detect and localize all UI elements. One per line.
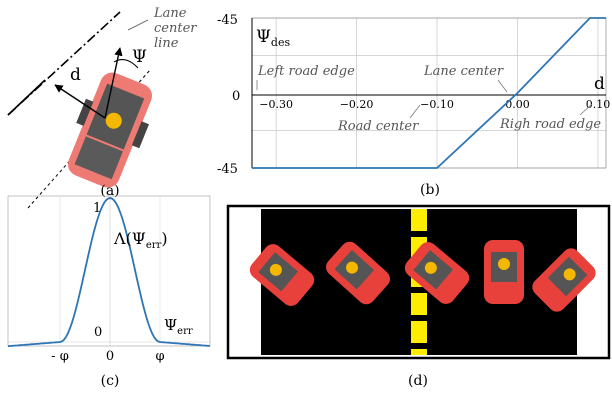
heading-arrow [104,47,123,119]
duck-icon [424,261,437,274]
robot-wheel-left [76,98,94,126]
series-line [252,17,606,169]
lane-label-leader [127,19,149,31]
duckiebot-3 [404,242,470,304]
d-label: d [70,65,81,85]
lambda-label: Λ(Ψerr) [113,229,168,251]
y-tick-bottom: -45 [217,162,238,177]
duckiebot-1 [249,244,315,306]
lane-center-leader [497,79,508,93]
lane-label-line1: Lane [153,6,187,21]
duckiebot-top-view [67,72,153,188]
panel-c: 1 0 Λ(Ψerr) Ψerr - φ 0 φ (c) [7,195,211,389]
y-tick-zero: 0 [232,89,240,104]
duck-icon [105,112,122,129]
x-tick-label: −0.30 [259,98,293,111]
yellow-dash [411,349,427,355]
x-tick-labels: −0.30 −0.20 −0.10 0.00 0.10 [259,98,610,111]
duck-icon [346,261,359,274]
lambda-curve [7,197,211,348]
duck-icon [563,268,576,281]
yellow-dash [411,321,427,343]
c-x-tick-neg-phi: - φ [51,349,69,364]
duck-icon [498,258,510,270]
lane-label-line2: center [154,21,197,36]
duckiebot-2 [326,241,390,305]
duck-icon [269,263,282,276]
x-tick-label: −0.20 [340,98,374,111]
x-axis-label: d [594,74,605,94]
c-x-label: Ψerr [164,316,193,337]
c-x-tick-phi: φ [155,349,164,364]
caption-b: (b) [420,182,440,198]
d-arrow [54,84,106,119]
c-y-tick-one: 1 [93,201,101,216]
robot-wheel-right [131,121,150,149]
chart-frame [251,17,607,169]
lane-edge-solid [7,79,46,116]
psi-arc [113,59,139,69]
duckiebot-5 [532,248,596,312]
x-tick-label: 0.10 [586,98,611,111]
y-axis-label: Ψdes [256,27,290,49]
annotation-left-edge: Left road edge [257,64,355,79]
caption-c: (c) [101,373,120,389]
lane-label-line3: line [154,36,179,51]
annotation-lane-center: Lane center [423,64,504,79]
caption-a: (a) [100,183,119,199]
panel-a: d Ψ Lane center line (a) [7,6,197,209]
yellow-dash [411,209,427,231]
chart-grid [252,17,606,169]
psi-label: Ψ [132,47,147,67]
x-tick-label: 0.00 [505,98,530,111]
annotation-road-center: Road center [337,119,419,134]
yellow-dash [411,293,427,315]
panel-d: (d) [226,204,611,389]
annotation-right-edge: Righ road edge [499,117,601,132]
panel-b: −0.30 −0.20 −0.10 0.00 0.10 -45 0 -45 Ψdes d… [217,13,610,198]
duckiebot-4 [484,240,524,304]
road-center-leader [409,104,421,119]
c-y-tick-zero: 0 [94,325,102,340]
right-edge-leader [579,103,593,116]
c-x-tick-zero: 0 [106,349,114,364]
x-tick-label: −0.10 [420,98,454,111]
caption-d: (d) [408,373,428,389]
y-tick-top: -45 [217,13,238,28]
robot-battery [74,136,123,180]
panel-c-frame [7,195,211,347]
